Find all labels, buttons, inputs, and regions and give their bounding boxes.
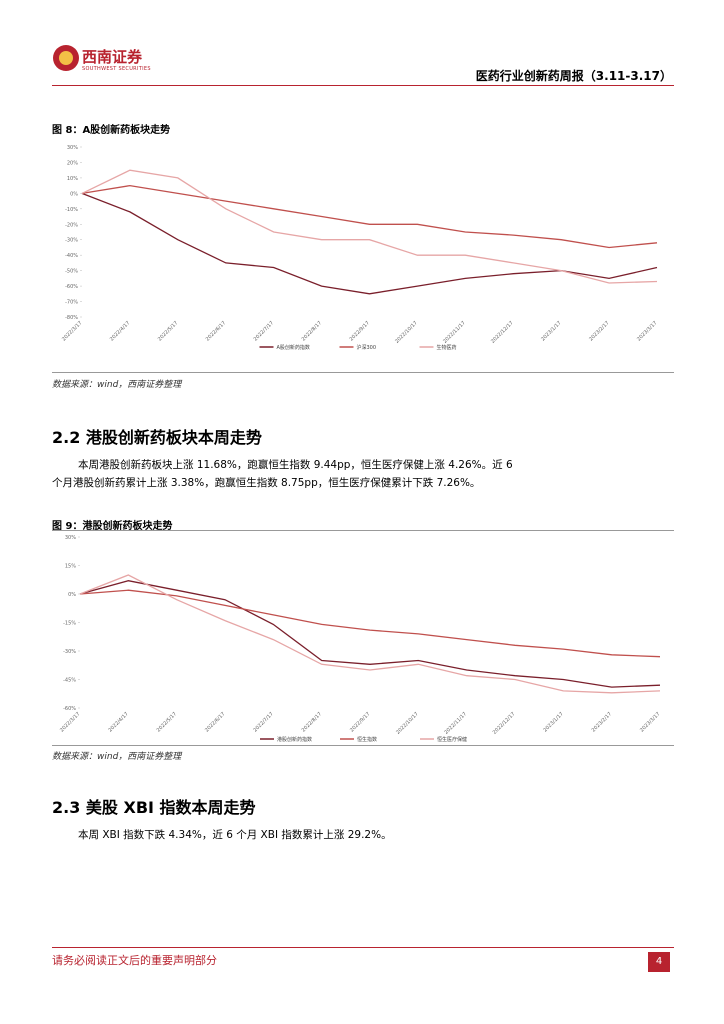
- legend-label: 沪深300: [357, 344, 377, 351]
- legend-label: A股创新药指数: [277, 344, 310, 351]
- y-tick-label: -10%: [65, 207, 78, 213]
- y-tick-label: 30%: [67, 145, 78, 151]
- y-tick-label: -50%: [65, 269, 78, 275]
- x-tick-label: 2022/7/17: [253, 320, 275, 342]
- x-tick-label: 2023/3/17: [639, 711, 661, 733]
- figure-caption: 图 9：港股创新药板块走势: [52, 521, 173, 532]
- y-tick-label: -20%: [65, 222, 78, 228]
- y-tick-label: 15%: [65, 564, 76, 570]
- rule: [52, 745, 674, 746]
- x-tick-label: 2022/11/17: [443, 711, 468, 736]
- y-tick-label: -30%: [63, 649, 76, 655]
- x-tick-label: 2022/12/17: [492, 711, 517, 736]
- x-tick-label: 2022/9/17: [349, 711, 371, 733]
- y-tick-label: -15%: [63, 621, 76, 627]
- footer-rule: [52, 947, 674, 948]
- logo-icon: [53, 45, 79, 71]
- x-tick-label: 2022/5/17: [156, 711, 178, 733]
- line-series: [81, 169, 658, 284]
- chart: 30% 15% 0% -15% -30% -45% -60%2022/3/17 2022/4/…: [59, 535, 661, 743]
- page-number: 4: [648, 952, 670, 972]
- y-tick-label: 30%: [65, 535, 76, 541]
- header-title: 医药行业创新药周报（3.11-3.17）: [475, 69, 672, 83]
- x-tick-label: 2022/3/17: [59, 711, 81, 733]
- x-tick-label: 2022/4/17: [109, 320, 131, 342]
- x-tick-label: 2022/6/17: [205, 320, 227, 342]
- line-series: [81, 192, 658, 295]
- x-tick-label: 2022/8/17: [301, 711, 323, 733]
- y-tick-label: -30%: [65, 238, 78, 244]
- y-tick-label: 20%: [67, 160, 78, 166]
- x-tick-label: 2022/4/17: [107, 711, 129, 733]
- line-series: [79, 580, 661, 688]
- figure-source: 数据来源：wind，西南证券整理: [52, 752, 182, 762]
- y-tick-label: -60%: [65, 284, 78, 290]
- legend-label: 港股创新药指数: [277, 736, 312, 743]
- paragraph: 本周港股创新药板块上涨 11.68%，跑赢恒生指数 9.44pp，恒生医疗保健上…: [52, 459, 513, 489]
- legend-label: 恒生医疗保健: [437, 736, 467, 743]
- x-tick-label: 2023/2/17: [588, 320, 610, 342]
- logo-subtext: SOUTHWEST SECURITIES: [82, 66, 151, 72]
- x-tick-label: 2022/10/17: [395, 711, 420, 736]
- section-heading: 2.2 港股创新药板块本周走势: [52, 428, 262, 447]
- x-tick-label: 2023/3/17: [636, 320, 658, 342]
- x-tick-label: 2022/12/17: [490, 320, 515, 345]
- figure-source: 数据来源：wind，西南证券整理: [52, 380, 182, 390]
- x-tick-label: 2022/11/17: [442, 320, 467, 345]
- figure-caption: 图 8：A股创新药板块走势: [52, 125, 171, 136]
- x-tick-label: 2023/2/17: [591, 711, 613, 733]
- x-tick-label: 2022/7/17: [252, 711, 274, 733]
- line-series: [79, 589, 661, 658]
- x-tick-label: 2022/8/17: [301, 320, 323, 342]
- x-tick-label: 2022/3/17: [61, 320, 83, 342]
- x-tick-label: 2023/1/17: [540, 320, 562, 342]
- logo-text: 西南证券: [82, 48, 143, 66]
- rule: [52, 372, 674, 373]
- x-tick-label: 2022/9/17: [349, 320, 371, 342]
- legend-label: 生物医药: [437, 344, 457, 351]
- x-tick-label: 2022/10/17: [394, 320, 419, 345]
- x-tick-label: 2022/5/17: [157, 320, 179, 342]
- y-tick-label: -60%: [63, 706, 76, 712]
- x-tick-label: 2023/1/17: [542, 711, 564, 733]
- section-heading: 2.3 美股 XBI 指数本周走势: [52, 798, 256, 817]
- rule: [52, 530, 674, 531]
- line-series: [81, 184, 658, 249]
- header-rule: [52, 85, 674, 86]
- x-tick-label: 2022/6/17: [204, 711, 226, 733]
- y-tick-label: -45%: [63, 678, 76, 684]
- y-tick-label: -70%: [65, 300, 78, 306]
- y-tick-label: 0%: [68, 592, 76, 598]
- paragraph: 本周 XBI 指数下跌 4.34%，近 6 个月 XBI 指数累计上涨 29.2…: [78, 829, 392, 841]
- y-tick-label: 10%: [67, 176, 78, 182]
- footer-note: 请务必阅读正文后的重要声明部分: [52, 954, 217, 967]
- y-tick-label: -40%: [65, 253, 78, 259]
- line-series: [79, 574, 661, 694]
- legend-label: 恒生指数: [357, 736, 377, 743]
- y-tick-label: -80%: [65, 315, 78, 321]
- y-tick-label: 0%: [70, 191, 78, 197]
- chart: 30% 20% 10% 0% -10% -20% -30% -40% -50% -60% -70% -…: [61, 145, 658, 351]
